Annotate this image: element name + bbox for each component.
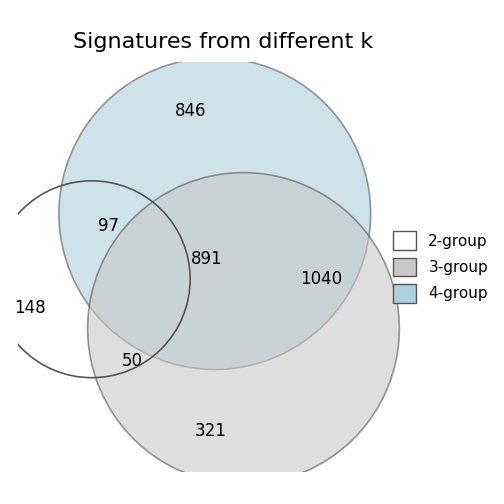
Circle shape [59,58,370,369]
Text: 891: 891 [191,250,222,268]
Text: 148: 148 [15,299,46,317]
Text: 321: 321 [195,422,227,440]
Text: 97: 97 [98,217,118,235]
Text: 846: 846 [174,102,206,120]
Legend: 2-group, 3-group, 4-group: 2-group, 3-group, 4-group [387,225,494,308]
Circle shape [88,172,399,484]
Text: 50: 50 [122,352,143,370]
Text: 1040: 1040 [300,270,343,288]
Title: Signatures from different k: Signatures from different k [73,32,373,52]
